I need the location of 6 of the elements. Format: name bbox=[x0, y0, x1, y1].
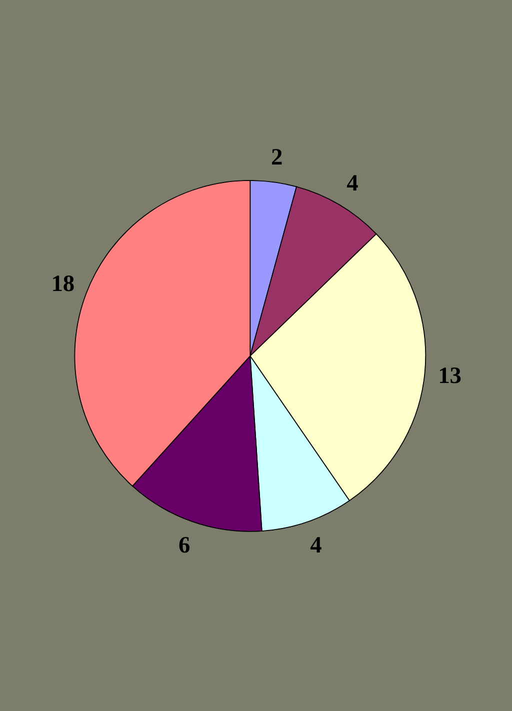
data-label: 13 bbox=[438, 363, 462, 390]
data-label: 4 bbox=[310, 532, 322, 559]
data-label: 2 bbox=[271, 144, 283, 170]
data-label: 4 bbox=[346, 170, 359, 196]
data-label: 6 bbox=[178, 532, 190, 559]
data-label: 18 bbox=[51, 271, 75, 298]
